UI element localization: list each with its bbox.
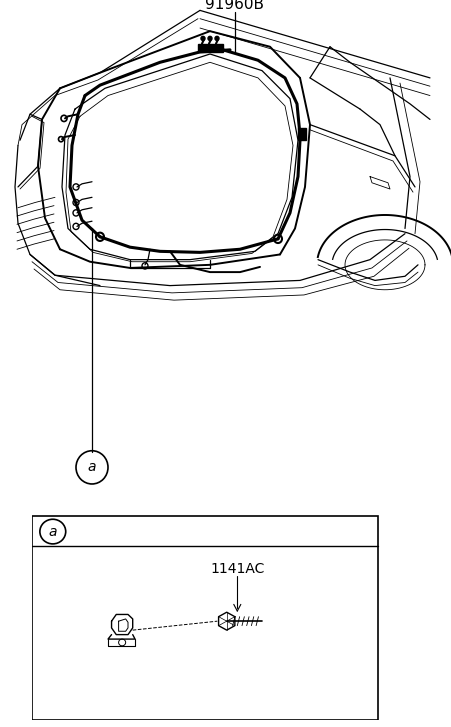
Circle shape [215,36,219,41]
Circle shape [201,36,205,41]
Bar [297,128,305,140]
Text: a: a [87,460,96,474]
Text: 1141AC: 1141AC [210,563,264,577]
Bar [198,44,222,52]
Text: 91960B: 91960B [205,0,264,12]
Circle shape [40,519,65,544]
Circle shape [207,36,212,41]
Text: a: a [48,525,57,539]
Circle shape [76,451,108,484]
